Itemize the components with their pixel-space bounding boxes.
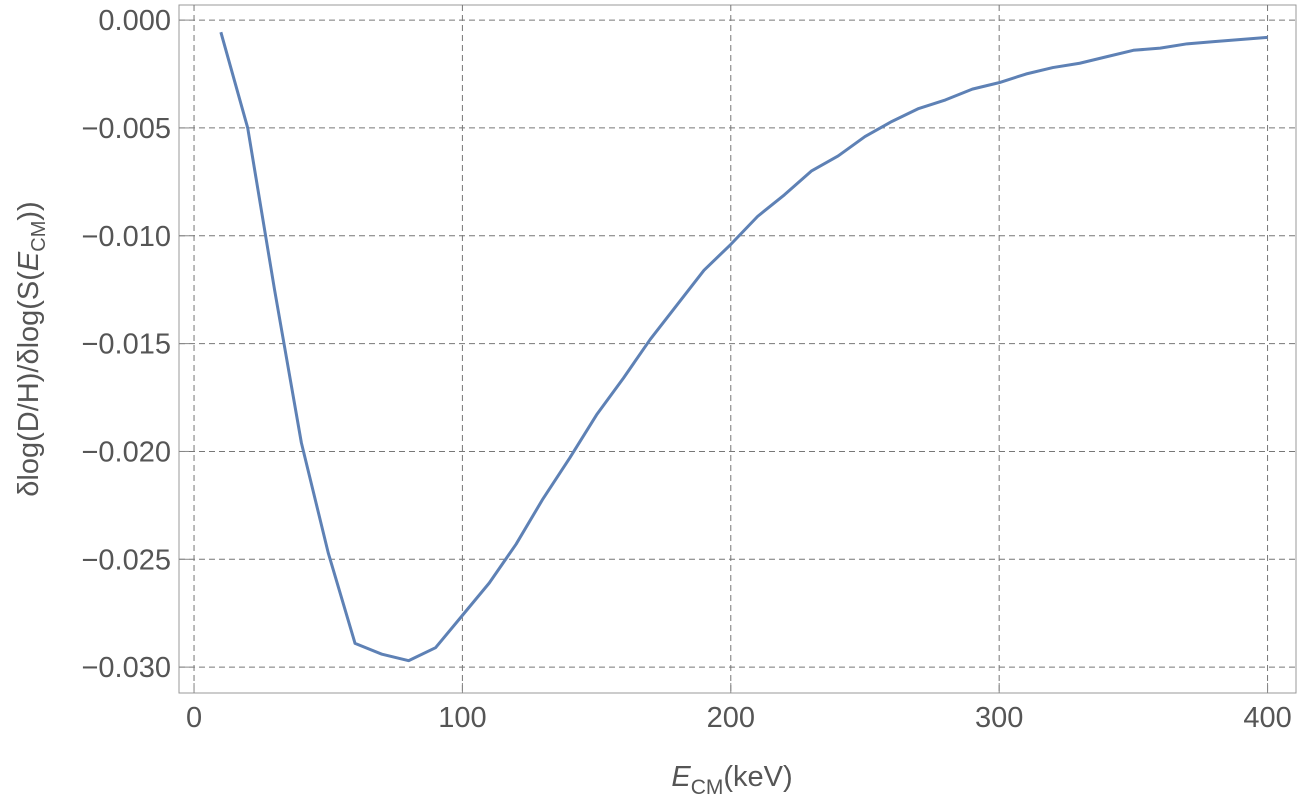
data-line <box>219 31 1268 663</box>
x-label-part: CM <box>691 776 724 799</box>
y-tick-label: 0.000 <box>98 5 171 37</box>
y-label-part: δlog(D/H)/δlog(S( <box>13 271 45 497</box>
plot-frame <box>178 4 1297 694</box>
x-label-part: E <box>671 761 691 793</box>
y-tick-label: −0.030 <box>81 652 171 684</box>
y-label-part: E <box>13 251 45 271</box>
x-tick-label: 0 <box>186 702 202 734</box>
x-tick-label: 100 <box>438 702 486 734</box>
y-label-part: CM <box>28 221 50 252</box>
y-label-part: )) <box>13 201 45 220</box>
y-axis-label: δlog(D/H)/δlog(S(ECM)) <box>13 201 50 496</box>
y-tick-label: −0.005 <box>81 113 171 145</box>
x-tick-label: 300 <box>975 702 1023 734</box>
y-tick-label: −0.010 <box>81 221 171 253</box>
x-label-part: (keV) <box>723 761 792 793</box>
y-tick-label: −0.015 <box>81 329 171 361</box>
x-axis-label: ECM(keV) <box>671 761 792 799</box>
x-tick-label: 200 <box>707 702 755 734</box>
x-tick-label: 400 <box>1243 702 1291 734</box>
y-tick-label: −0.025 <box>81 544 171 576</box>
y-tick-label: −0.020 <box>81 436 171 468</box>
